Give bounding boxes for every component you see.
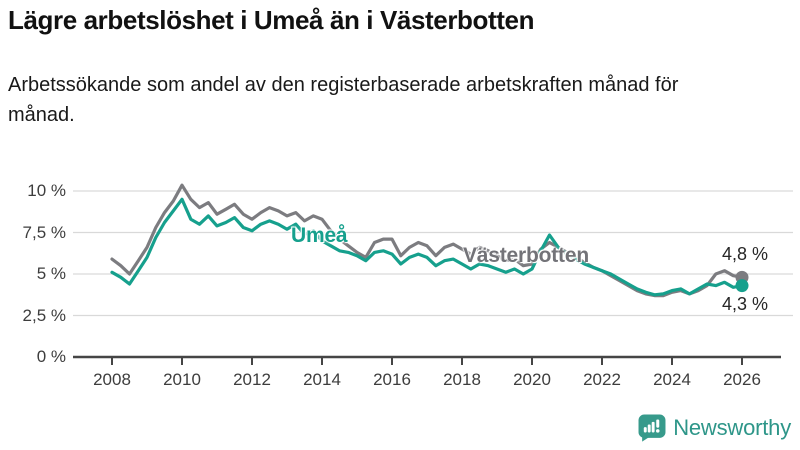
x-tick-label: 2018 (443, 370, 481, 389)
series-line-umeå (110, 197, 744, 297)
y-tick-label: 10 % (27, 181, 66, 200)
x-tick-label: 2010 (163, 370, 201, 389)
series-label-umea: Umeå (291, 224, 348, 247)
chart-subtitle: Arbetssökande som andel av den registerb… (8, 74, 679, 126)
y-tick-label: 0 % (36, 347, 66, 366)
chart-title: Lägre arbetslöshet i Umeå än i Västerbot… (8, 5, 535, 35)
y-tick-label: 2,5 % (22, 305, 66, 325)
newsworthy-brand: Newsworthy (638, 413, 791, 443)
end-value-label-umea: 4,3 % (722, 294, 769, 314)
y-tick-label: 5 % (36, 264, 66, 283)
bar-chart-speech-bubble-icon (638, 414, 666, 442)
x-tick-label: 2008 (93, 370, 131, 389)
x-tick-label: 2016 (373, 370, 411, 389)
x-tick-label: 2022 (583, 370, 621, 389)
series-end-dot-umeå (735, 279, 749, 293)
series-label-vasterbotten: Västerbotten (463, 244, 589, 267)
x-tick-label: 2026 (723, 370, 761, 389)
y-tick-label: 7,5 % (22, 222, 66, 242)
x-tick-label: 2014 (303, 370, 341, 389)
series-line-västerbotten (110, 183, 744, 298)
x-tick-label: 2012 (233, 370, 271, 389)
brand-name: Newsworthy (673, 415, 791, 440)
x-tick-label: 2020 (513, 370, 551, 389)
end-value-label-vasterbotten: 4,8 % (722, 244, 769, 264)
x-tick-label: 2024 (653, 370, 691, 389)
